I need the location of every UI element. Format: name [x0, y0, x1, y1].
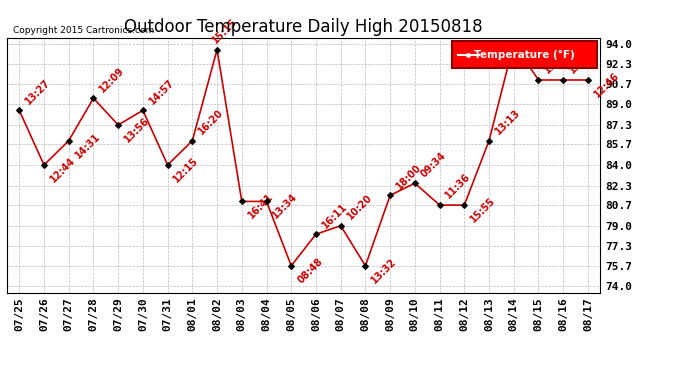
Title: Outdoor Temperature Daily High 20150818: Outdoor Temperature Daily High 20150818: [124, 18, 483, 36]
Text: 13:32: 13:32: [370, 256, 399, 285]
Point: [286, 263, 297, 269]
Point: [360, 263, 371, 269]
Point: [236, 198, 247, 204]
Text: 12:09: 12:09: [97, 65, 126, 94]
FancyBboxPatch shape: [452, 41, 598, 68]
Text: 16:11: 16:11: [320, 201, 349, 230]
Text: Temperature (°F): Temperature (°F): [474, 50, 575, 60]
Text: 13:08: 13:08: [567, 47, 596, 76]
Text: 15:55: 15:55: [469, 195, 497, 225]
Point: [112, 122, 124, 128]
Point: [434, 202, 445, 208]
Point: [212, 46, 223, 53]
Point: [484, 138, 495, 144]
Point: [310, 231, 322, 237]
Text: 13:34: 13:34: [270, 192, 299, 221]
Point: [459, 202, 470, 208]
Text: 15:15: 15:15: [210, 16, 239, 45]
Point: [88, 95, 99, 101]
Text: 18:00: 18:00: [394, 162, 424, 191]
Text: 10:20: 10:20: [345, 192, 374, 222]
Point: [409, 180, 420, 186]
Text: 13:13: 13:13: [493, 108, 522, 136]
Text: 09:34: 09:34: [419, 150, 448, 179]
Text: 16:20: 16:20: [197, 108, 226, 136]
Text: 11:32: 11:32: [542, 47, 571, 76]
Text: 12:15: 12:15: [172, 156, 201, 184]
Point: [14, 107, 25, 113]
Point: [137, 107, 148, 113]
Text: 08:48: 08:48: [295, 256, 324, 285]
Text: 14:31: 14:31: [73, 131, 102, 160]
Point: [509, 40, 520, 46]
Text: 12:44: 12:44: [48, 156, 77, 184]
Text: 14:57: 14:57: [147, 77, 176, 106]
Text: 11:36: 11:36: [444, 172, 473, 201]
Point: [261, 198, 272, 204]
Text: Copyright 2015 Cartronics.com: Copyright 2015 Cartronics.com: [13, 26, 154, 35]
Text: 16:41: 16:41: [246, 192, 275, 221]
Point: [162, 162, 173, 168]
Point: [384, 192, 395, 198]
Point: [187, 138, 198, 144]
Point: [39, 162, 50, 168]
Point: [582, 77, 593, 83]
Point: [335, 223, 346, 229]
Text: 13:27: 13:27: [23, 77, 52, 106]
Point: [558, 77, 569, 83]
Text: 13:56: 13:56: [122, 116, 151, 144]
Point: [533, 77, 544, 83]
Text: 12:46: 12:46: [592, 70, 621, 99]
Point: [63, 138, 75, 144]
